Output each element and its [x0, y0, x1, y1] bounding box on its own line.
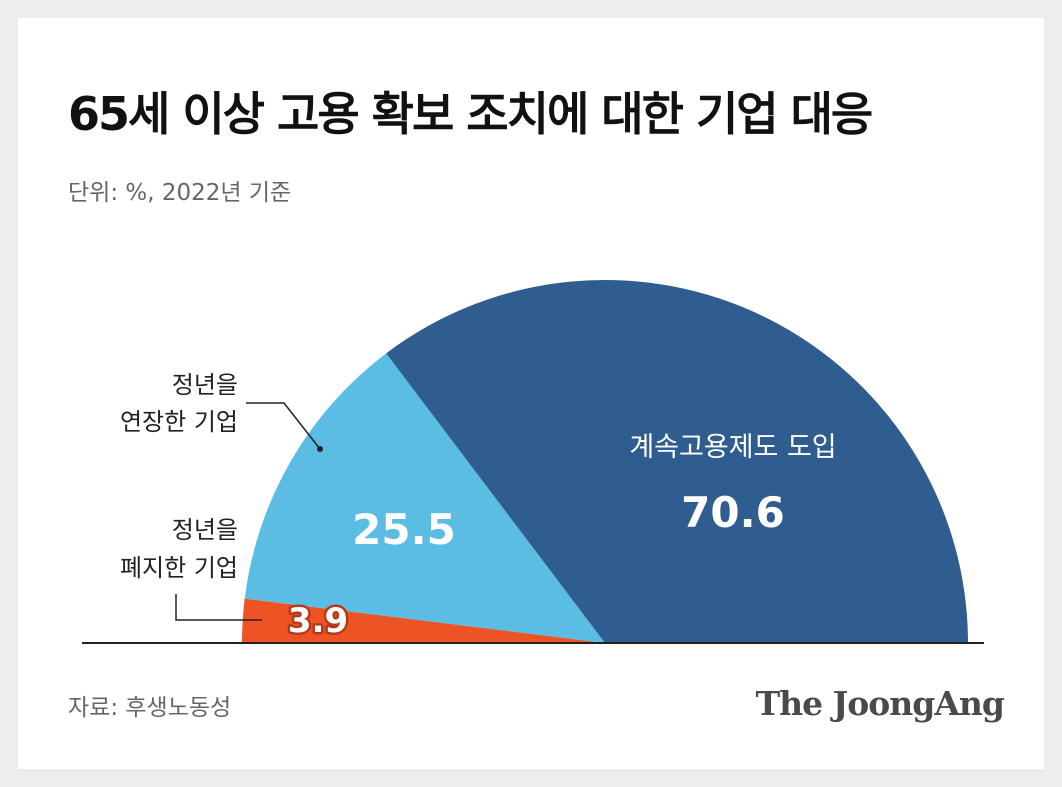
value-label-abolished: 3.9	[288, 601, 348, 641]
unit-note: 단위: %, 2022년 기준	[68, 180, 292, 206]
brand-logo: The JoongAng	[755, 684, 1005, 723]
category-label-extended-line2: 연장한 기업	[120, 408, 238, 436]
leader-dot-extended	[317, 446, 323, 452]
chart-title: 65세 이상 고용 확보 조치에 대한 기업 대응	[68, 87, 873, 141]
value-label-extended: 25.5	[352, 505, 456, 554]
category-label-abolished-line2: 폐지한 기업	[120, 554, 238, 582]
slice-continuous	[386, 280, 968, 643]
leader-line-abolished	[175, 594, 262, 621]
source-note: 자료: 후생노동성	[68, 695, 232, 721]
leader-line-extended	[246, 402, 321, 450]
value-label-continuous: 70.6	[681, 488, 785, 537]
slice-abolished	[242, 598, 605, 643]
category-label-abolished-line1: 정년을	[172, 516, 238, 544]
slice-extended	[244, 353, 605, 643]
category-label-extended-line1: 정년을	[172, 371, 238, 399]
category-label-continuous: 계속고용제도 도입	[629, 432, 836, 463]
